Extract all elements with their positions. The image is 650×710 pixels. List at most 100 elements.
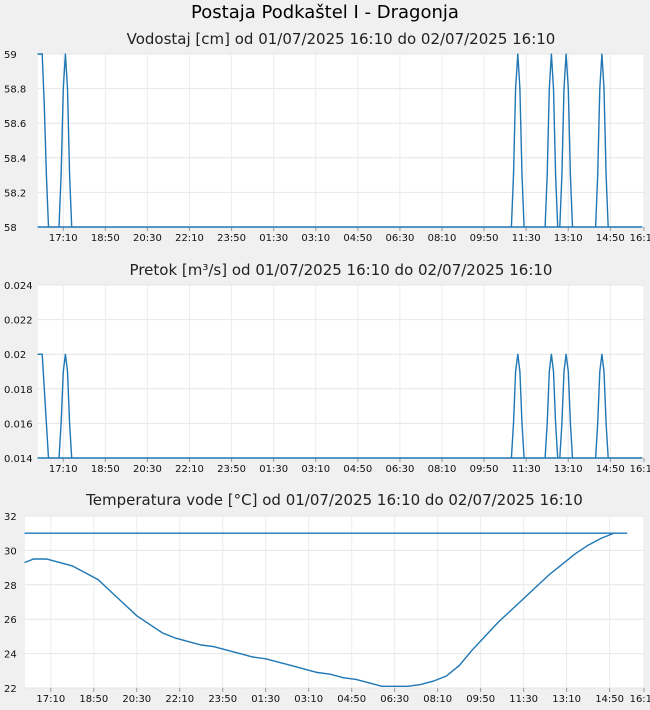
data-point: [535, 585, 538, 588]
data-point: [517, 353, 519, 355]
data-point: [33, 558, 35, 560]
data-point: [563, 88, 565, 90]
data-point: [628, 457, 630, 459]
data-point: [355, 678, 357, 681]
data-point: [576, 457, 578, 459]
y-tick-label: 58.2: [4, 188, 26, 199]
data-point: [525, 457, 527, 459]
data-point: [432, 680, 434, 682]
data-point: [60, 422, 62, 424]
x-tick-label: 23:50: [217, 233, 246, 244]
data-point: [618, 226, 620, 228]
data-point: [597, 174, 599, 176]
y-tick-label: 58: [4, 223, 17, 234]
data-point: [45, 422, 48, 424]
data-point: [187, 641, 189, 643]
data-point: [123, 603, 125, 605]
data-point: [484, 635, 486, 638]
data-point: [574, 553, 576, 555]
x-tick-label: 22:10: [175, 233, 204, 244]
y-tick-label: 58.8: [4, 85, 26, 96]
data-point: [79, 226, 81, 228]
data-point: [278, 661, 280, 663]
data-point: [590, 226, 593, 228]
data-point: [609, 457, 611, 459]
data-point: [605, 422, 607, 424]
data-point: [37, 457, 39, 459]
data-point: [41, 53, 43, 55]
data-point: [517, 53, 519, 55]
data-point: [592, 457, 595, 459]
data-point: [622, 457, 624, 459]
data-point: [567, 88, 569, 90]
plot-area: [38, 285, 644, 458]
x-tick-label: 17:10: [49, 464, 78, 475]
data-point: [561, 563, 563, 565]
data-point: [626, 532, 628, 534]
data-point: [407, 685, 409, 687]
data-point: [64, 53, 66, 55]
data-point: [639, 226, 641, 228]
data-point: [265, 658, 267, 660]
data-point: [624, 226, 626, 228]
x-tick-label: 18:50: [91, 233, 120, 244]
x-tick-label: 16:10: [630, 694, 650, 705]
data-point: [24, 561, 26, 564]
x-tick-label: 03:10: [301, 233, 330, 244]
data-point: [368, 682, 370, 684]
data-point: [529, 226, 532, 228]
data-point: [43, 105, 45, 107]
data-point: [97, 579, 99, 581]
data-point: [174, 637, 177, 639]
data-point: [599, 370, 601, 373]
data-point: [590, 457, 593, 459]
data-point: [603, 370, 605, 373]
data-point: [536, 226, 538, 228]
x-tick-label: 23:50: [217, 464, 246, 475]
data-point: [607, 226, 609, 228]
y-tick-label: 28: [4, 581, 17, 592]
data-point: [561, 174, 563, 176]
data-point: [559, 457, 561, 459]
data-point: [497, 622, 499, 624]
data-point: [641, 457, 643, 459]
data-point: [531, 226, 534, 228]
data-point: [561, 422, 563, 424]
data-point: [66, 88, 69, 90]
data-point: [552, 88, 555, 90]
data-point: [630, 457, 633, 459]
data-point: [540, 226, 542, 228]
data-point: [529, 457, 532, 459]
y-tick-label: 0.02: [4, 350, 26, 361]
data-point: [588, 457, 590, 459]
data-point: [512, 174, 515, 176]
data-point: [557, 457, 559, 459]
data-point: [445, 675, 447, 677]
data-point: [586, 457, 588, 459]
x-tick-label: 14:50: [596, 233, 625, 244]
data-point: [557, 226, 559, 228]
plot-area: [25, 516, 644, 688]
data-point: [54, 457, 56, 459]
data-point: [628, 226, 630, 228]
data-point: [73, 226, 75, 228]
data-point: [45, 174, 48, 176]
data-point: [290, 665, 293, 667]
data-point: [50, 226, 52, 228]
data-point: [559, 226, 561, 228]
x-tick-label: 14:50: [595, 694, 624, 705]
x-tick-label: 06:30: [386, 464, 415, 475]
data-point: [597, 422, 599, 424]
data-point: [565, 53, 567, 55]
data-point: [45, 558, 48, 560]
data-point: [618, 457, 620, 459]
data-point: [77, 457, 79, 459]
data-point: [62, 370, 64, 373]
data-point: [62, 88, 64, 90]
x-tick-label: 09:50: [470, 233, 499, 244]
x-tick-label: 13:10: [552, 694, 581, 705]
data-point: [508, 457, 510, 459]
x-tick-label: 18:50: [91, 464, 120, 475]
data-point: [523, 226, 525, 228]
data-point: [548, 370, 550, 373]
